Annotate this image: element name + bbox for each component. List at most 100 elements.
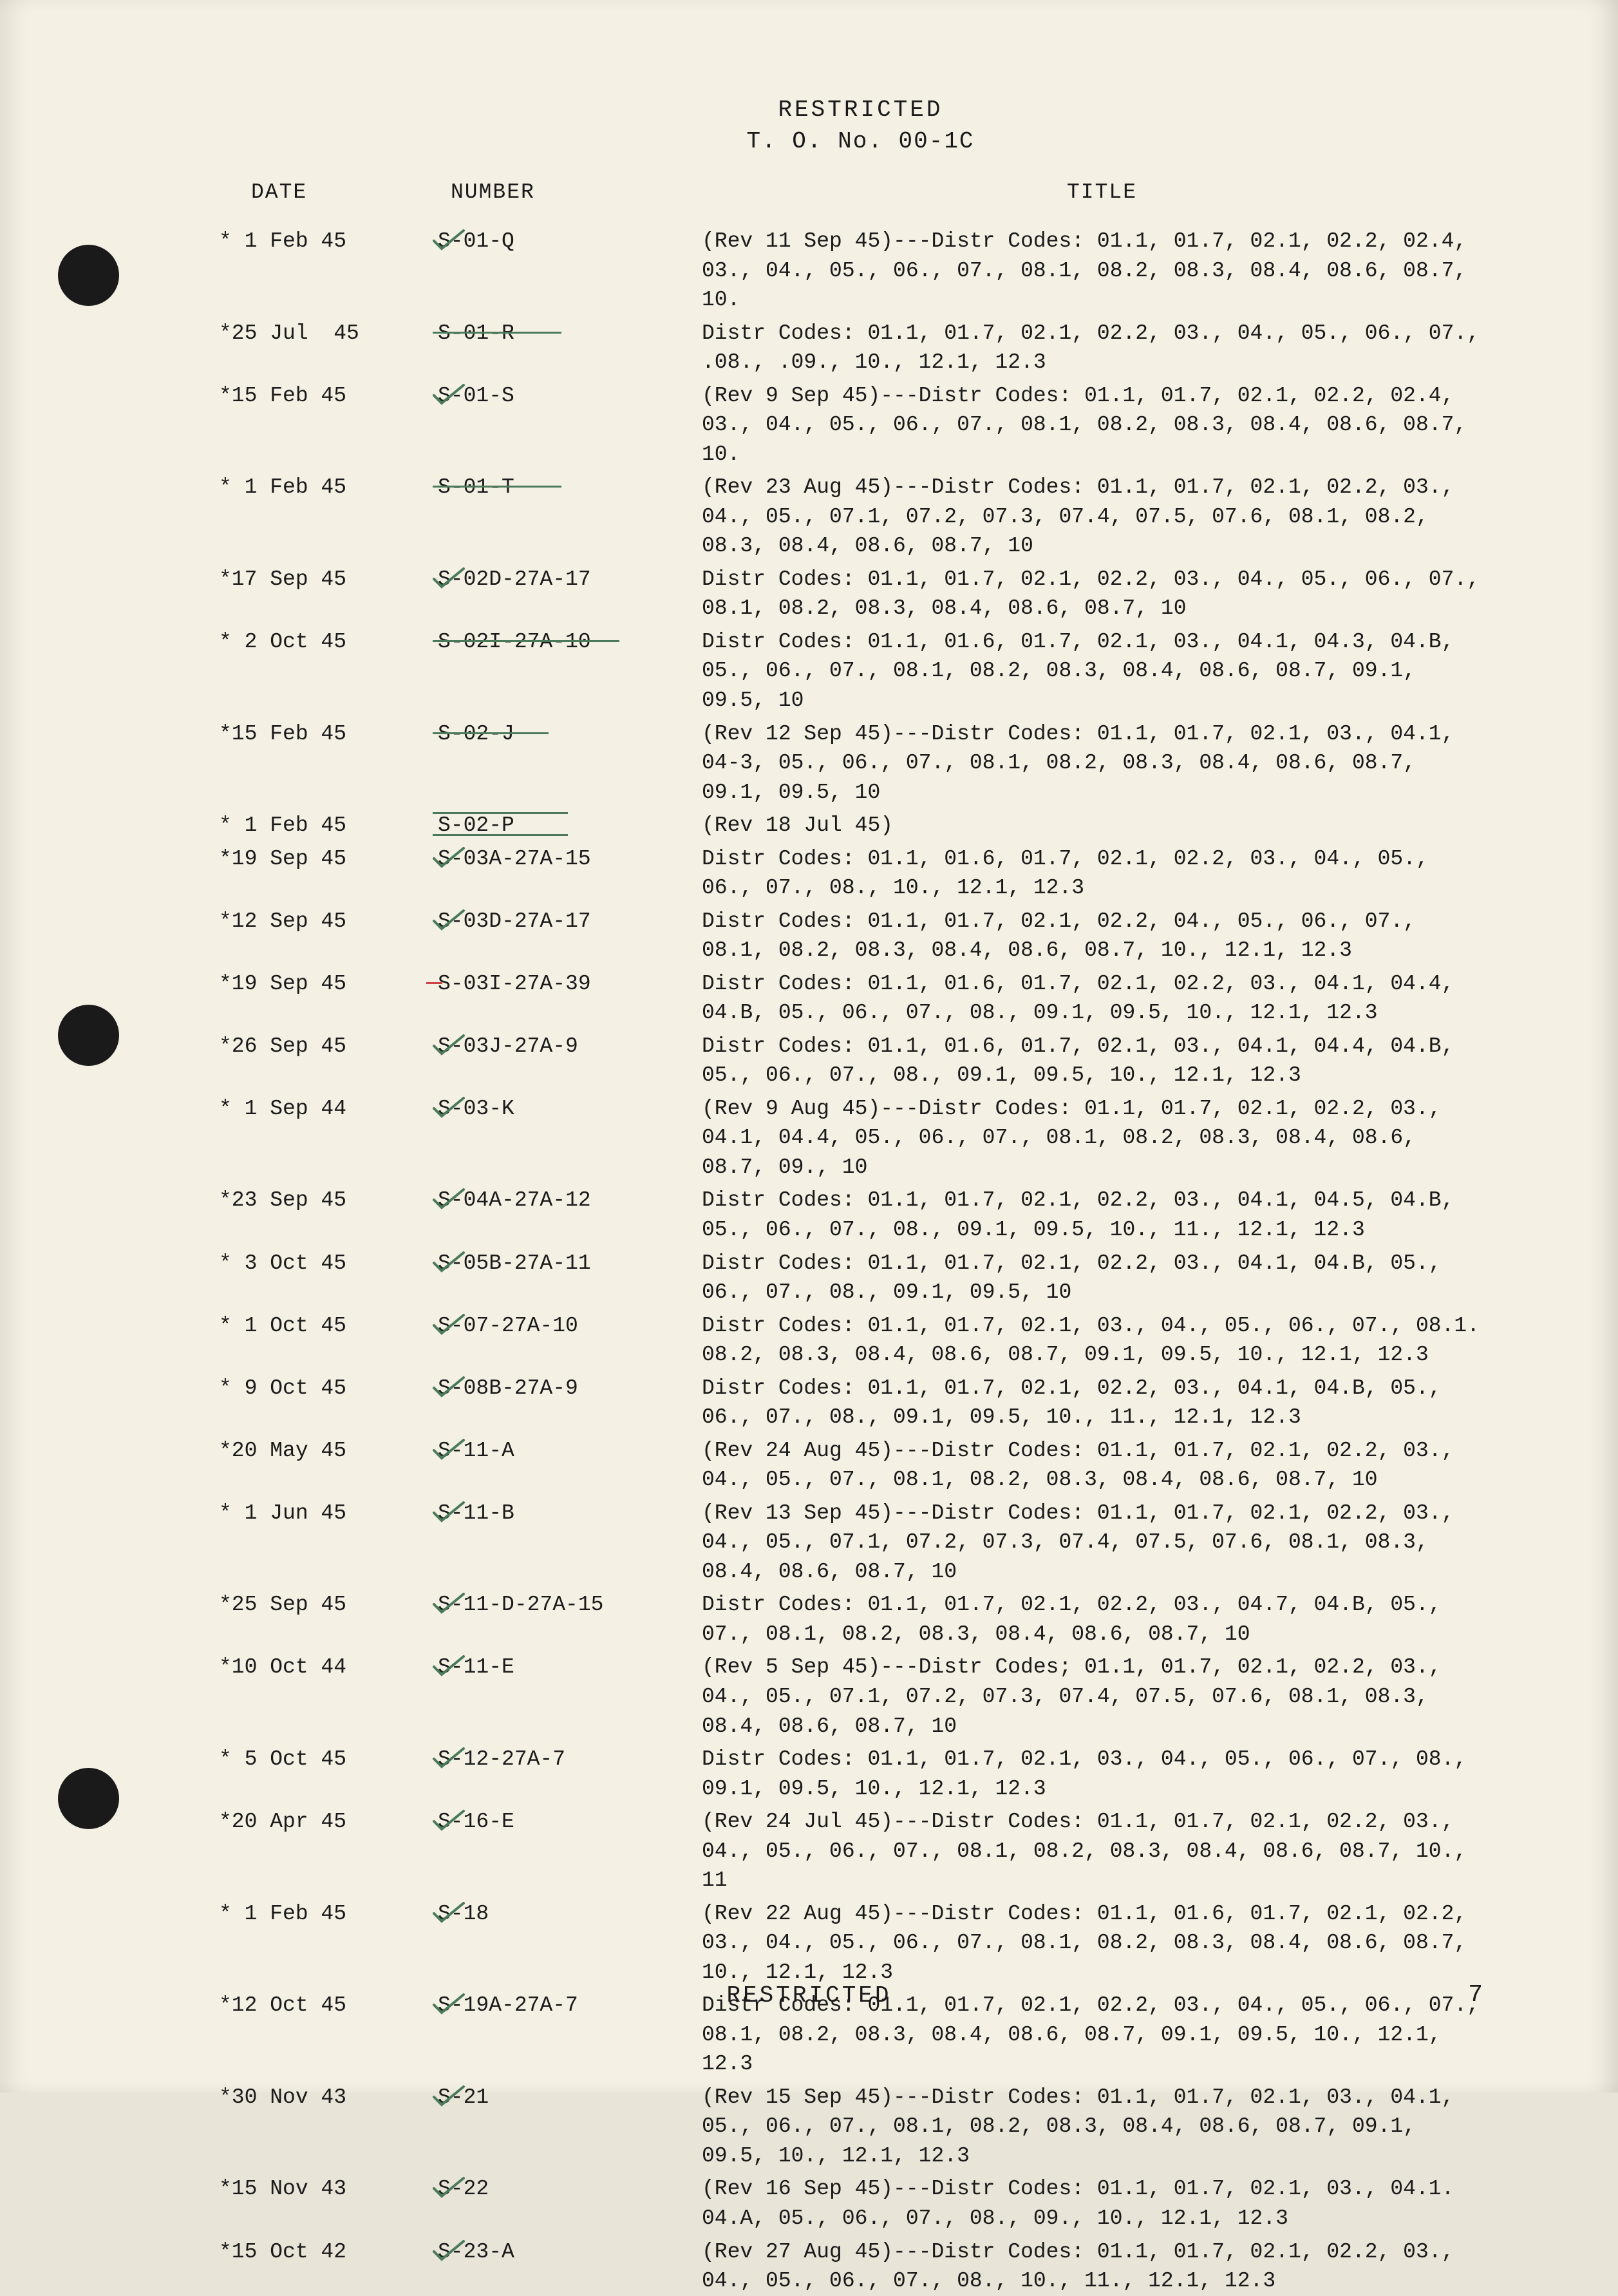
number-text: S-03D-27A-17 <box>438 909 591 933</box>
number-cell: S-11-D-27A-15 <box>438 1590 676 1649</box>
date-cell: * 1 Oct 45 <box>219 1311 412 1370</box>
number-text: S-02D-27A-17 <box>438 567 591 591</box>
number-cell: S-23-A <box>438 2237 676 2296</box>
date-cell: * 1 Sep 44 <box>219 1094 412 1182</box>
title-cell: (Rev 18 Jul 45) <box>702 811 1502 840</box>
title-cell: (Rev 13 Sep 45)---Distr Codes: 01.1, 01.… <box>702 1499 1502 1587</box>
number-text: S-03A-27A-15 <box>438 847 591 871</box>
number-text: S-05B-27A-11 <box>438 1251 591 1275</box>
number-cell: S-21 <box>438 2083 676 2171</box>
table-row: *20 Apr 45 S-16-E (Rev 24 Jul 45)---Distr … <box>219 1807 1502 1895</box>
number-text: S-03J-27A-9 <box>438 1034 578 1058</box>
number-text: S-16-E <box>438 1810 514 1834</box>
date-cell: * 5 Oct 45 <box>219 1745 412 1803</box>
title-cell: Distr Codes: 01.1, 01.7, 02.1, 03., 04.,… <box>702 1745 1502 1803</box>
title-cell: Distr Codes: 01.1, 01.7, 02.1, 02.2, 03.… <box>702 319 1502 377</box>
date-cell: *30 Nov 43 <box>219 2083 412 2171</box>
date-cell: *15 Oct 42 <box>219 2237 412 2296</box>
binder-hole <box>58 1768 119 1829</box>
number-text: S-11-D-27A-15 <box>438 1593 603 1617</box>
number-cell: S-02D-27A-17 <box>438 565 676 623</box>
table-row: * 2 Oct 45S-02I-27A-10Distr Codes: 01.1,… <box>219 627 1502 716</box>
table-row: *15 Oct 42 S-23-A (Rev 27 Aug 45)---Distr … <box>219 2237 1502 2296</box>
title-cell: (Rev 12 Sep 45)---Distr Codes: 01.1, 01.… <box>702 719 1502 808</box>
title-cell: (Rev 15 Sep 45)---Distr Codes: 01.1, 01.… <box>702 2083 1502 2171</box>
table-row: * 1 Feb 45S-02-P(Rev 18 Jul 45) <box>219 811 1502 840</box>
date-cell: *19 Sep 45 <box>219 969 412 1028</box>
table-row: *15 Feb 45S-01-S(Rev 9 Sep 45)---Distr C… <box>219 381 1502 470</box>
number-cell: S-05B-27A-11 <box>438 1249 676 1307</box>
title-cell: Distr Codes: 01.1, 01.6, 01.7, 02.1, 03.… <box>702 1032 1502 1090</box>
number-text: S-02-P <box>438 813 514 837</box>
table-row: * 1 Oct 45S-07-27A-10Distr Codes: 01.1, … <box>219 1311 1502 1370</box>
table-row: *15 Nov 43S-22(Rev 16 Sep 45)---Distr Co… <box>219 2174 1502 2233</box>
date-cell: * 1 Feb 45 <box>219 227 412 315</box>
title-cell: (Rev 24 Aug 45)---Distr Codes: 01.1, 01.… <box>702 1436 1502 1495</box>
number-cell: S-22 <box>438 2174 676 2233</box>
number-cell: S-08B-27A-9 <box>438 1374 676 1432</box>
table-row: *20 May 45S-11-A(Rev 24 Aug 45)---Distr … <box>219 1436 1502 1495</box>
date-cell: *17 Sep 45 <box>219 565 412 623</box>
title-cell: Distr Codes: 01.1, 01.7, 02.1, 02.2, 03.… <box>702 565 1502 623</box>
title-cell: Distr Codes: 01.1, 01.7, 02.1, 02.2, 03.… <box>702 1249 1502 1307</box>
title-cell: (Rev 9 Aug 45)---Distr Codes: 01.1, 01.7… <box>702 1094 1502 1182</box>
column-headers: DATE NUMBER TITLE <box>219 180 1502 214</box>
table-row: * 1 Feb 45S-01-Q(Rev 11 Sep 45)---Distr … <box>219 227 1502 315</box>
number-text: S-01-S <box>438 384 514 408</box>
number-cell: S-03I-27A-39 <box>438 969 676 1028</box>
number-text: S-02I-27A-10 <box>438 630 591 654</box>
number-cell: S-07-27A-10 <box>438 1311 676 1370</box>
date-cell: * 1 Feb 45 <box>219 1899 412 1988</box>
date-cell: *20 Apr 45 <box>219 1807 412 1895</box>
title-cell: Distr Codes: 01.1, 01.6, 01.7, 02.1, 02.… <box>702 844 1502 903</box>
title-cell: (Rev 24 Jul 45)---Distr Codes: 01.1, 01.… <box>702 1807 1502 1895</box>
number-text: S-22 <box>438 2177 489 2201</box>
document-number: T. O. No. 00-1C <box>219 128 1502 155</box>
number-text: S-02-J <box>438 722 514 746</box>
number-text: S-18 <box>438 1902 489 1926</box>
table-row: *19 Sep 45S-03I-27A-39Distr Codes: 01.1,… <box>219 969 1502 1028</box>
number-cell: S-01-S <box>438 381 676 470</box>
number-cell: S-03-K <box>438 1094 676 1182</box>
date-cell: * 3 Oct 45 <box>219 1249 412 1307</box>
date-cell: * 9 Oct 45 <box>219 1374 412 1432</box>
number-cell: S-03J-27A-9 <box>438 1032 676 1090</box>
number-cell: S-11-E <box>438 1653 676 1741</box>
table-row: * 9 Oct 45 S-08B-27A-9 Distr Codes: 01.1, … <box>219 1374 1502 1432</box>
classification-footer: RESTRICTED <box>0 1982 1618 2009</box>
title-cell: Distr Codes: 01.1, 01.7, 02.1, 02.2, 03.… <box>702 1590 1502 1649</box>
date-cell: * 1 Feb 45 <box>219 473 412 561</box>
date-cell: *10 Oct 44 <box>219 1653 412 1741</box>
number-text: S-04A-27A-12 <box>438 1188 591 1212</box>
number-cell: S-18 <box>438 1899 676 1988</box>
number-text: S-11-B <box>438 1501 514 1525</box>
table-row: *10 Oct 44S-11-E(Rev 5 Sep 45)---Distr C… <box>219 1653 1502 1741</box>
date-cell: *19 Sep 45 <box>219 844 412 903</box>
col-header-title: TITLE <box>702 180 1502 214</box>
date-cell: *23 Sep 45 <box>219 1186 412 1244</box>
table-row: *23 Sep 45 S-04A-27A-12 Distr Codes: 01.1,… <box>219 1186 1502 1244</box>
table-row: * 5 Oct 45S-12-27A-7Distr Codes: 01.1, 0… <box>219 1745 1502 1803</box>
date-cell: *20 May 45 <box>219 1436 412 1495</box>
number-text: S-03I-27A-39 <box>438 972 591 996</box>
number-text: S-23-A <box>438 2240 514 2264</box>
number-cell: S-01-R <box>438 319 676 377</box>
table-row: * 1 Jun 45S-11-B(Rev 13 Sep 45)---Distr … <box>219 1499 1502 1587</box>
title-cell: (Rev 23 Aug 45)---Distr Codes: 01.1, 01.… <box>702 473 1502 561</box>
title-cell: Distr Codes: 01.1, 01.7, 02.1, 02.2, 03.… <box>702 1186 1502 1244</box>
date-cell: *25 Sep 45 <box>219 1590 412 1649</box>
title-cell: Distr Codes: 01.1, 01.7, 02.1, 02.2, 03.… <box>702 1374 1502 1432</box>
binder-hole <box>58 1005 119 1066</box>
col-header-number: NUMBER <box>438 180 676 214</box>
table-row: *19 Sep 45 S-03A-27A-15 Distr Codes: 01.1,… <box>219 844 1502 903</box>
title-cell: Distr Codes: 01.1, 01.7, 02.1, 02.2, 04.… <box>702 907 1502 965</box>
number-cell: S-01-T <box>438 473 676 561</box>
title-cell: (Rev 27 Aug 45)---Distr Codes: 01.1, 01.… <box>702 2237 1502 2296</box>
number-text: S-11-E <box>438 1655 514 1679</box>
date-cell: *15 Feb 45 <box>219 719 412 808</box>
number-cell: S-16-E <box>438 1807 676 1895</box>
number-cell: S-03A-27A-15 <box>438 844 676 903</box>
binder-hole <box>58 245 119 306</box>
col-header-date: DATE <box>219 180 412 214</box>
number-text: S-01-R <box>438 321 514 345</box>
